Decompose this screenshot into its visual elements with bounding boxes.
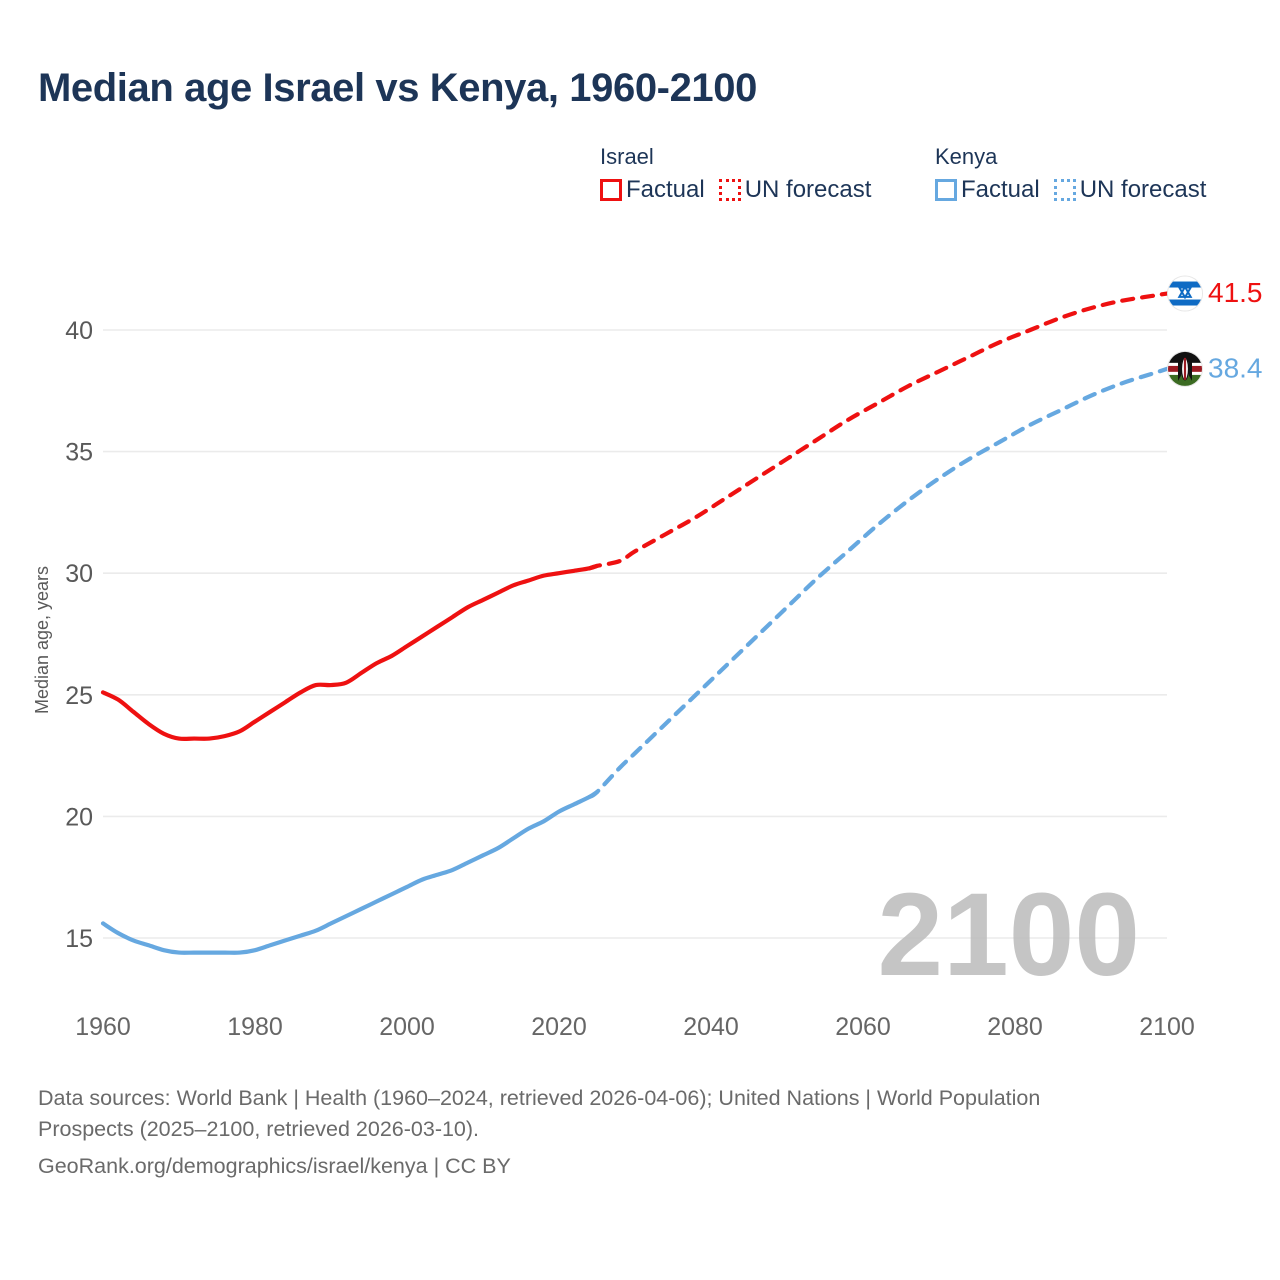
plot-area: 15 20 25 30 35 40 1960 1980 2000 2020 2040 2060 208… <box>32 275 1263 1041</box>
legend-item-israel-forecast[interactable]: UN forecast <box>718 176 872 203</box>
y-axis-tick-label: 30 <box>65 560 93 588</box>
end-marker-kenya[interactable]: 38.4 <box>1167 350 1263 387</box>
source-url-text[interactable]: GeoRank.org/demographics/israel/kenya | … <box>38 1154 511 1178</box>
end-label-kenya-value: 38.4 <box>1208 352 1263 383</box>
x-axis-tick-label: 2060 <box>835 1013 891 1041</box>
dotted-line-swatch-icon <box>1053 179 1076 201</box>
kenya-flag-icon <box>1168 351 1202 386</box>
end-marker-israel[interactable]: 41.5 <box>1167 275 1263 312</box>
series-line-factual-kenya <box>100 789 600 955</box>
gridlines <box>103 329 1167 939</box>
x-axis-tick-labels: 1960 1980 2000 2020 2040 2060 2080 2100 <box>75 1013 1195 1041</box>
footer: Data sources: World Bank | Health (1960–… <box>38 1083 1238 1182</box>
legend-label-israel-forecast: UN forecast <box>744 176 872 203</box>
chart-legend: Israel Factual UN forecast Kenya Factual <box>600 144 1260 224</box>
legend-label-kenya-forecast: UN forecast <box>1079 176 1207 203</box>
solid-line-swatch-icon <box>600 179 622 201</box>
x-axis-tick-label: 2020 <box>531 1013 587 1041</box>
legend-label-kenya-factual: Factual <box>961 176 1040 203</box>
y-axis-tick-label: 35 <box>65 439 93 467</box>
series-line-factual-israel <box>100 563 600 742</box>
series-line-forecast-israel <box>587 291 1170 571</box>
dotted-line-swatch-icon <box>718 179 741 201</box>
x-axis-tick-label: 2100 <box>1139 1013 1195 1041</box>
y-axis-tick-label: 40 <box>65 317 93 345</box>
series-lines <box>100 291 1170 955</box>
legend-item-israel-factual[interactable]: Factual <box>600 178 705 202</box>
data-sources-text: Data sources: World Bank | Health (1960–… <box>38 1086 1041 1141</box>
legend-country-israel: Israel <box>600 144 654 169</box>
legend-row-kenya: Factual UN forecast <box>935 178 1220 202</box>
solid-line-swatch-icon <box>935 179 957 201</box>
y-axis-tick-labels: 15 20 25 30 35 40 <box>65 317 93 953</box>
x-axis-tick-label: 2000 <box>379 1013 435 1041</box>
x-axis-tick-label: 2040 <box>683 1013 739 1041</box>
line-chart-svg: 15 20 25 30 35 40 1960 1980 2000 2020 2040 2060 208… <box>32 275 1263 1041</box>
legend-country-kenya: Kenya <box>935 144 998 169</box>
legend-item-kenya-forecast[interactable]: UN forecast <box>1053 176 1207 203</box>
year-watermark: 2100 <box>877 869 1140 1001</box>
x-axis-tick-label: 1960 <box>75 1013 131 1041</box>
legend-group-kenya: Kenya Factual UN forecast <box>935 144 1220 202</box>
israel-flag-icon <box>1168 276 1202 311</box>
y-axis-tick-label: 20 <box>65 803 93 831</box>
y-axis-tick-label: 25 <box>65 682 93 710</box>
x-axis-tick-label: 2080 <box>987 1013 1043 1041</box>
x-axis-tick-label: 1980 <box>227 1013 283 1041</box>
legend-group-israel: Israel Factual UN forecast <box>600 144 885 202</box>
legend-item-kenya-factual[interactable]: Factual <box>935 178 1040 202</box>
legend-label-israel-factual: Factual <box>626 176 705 203</box>
series-line-forecast-kenya <box>587 366 1170 800</box>
page-title: Median age Israel vs Kenya, 1960-2100 <box>38 66 757 110</box>
end-label-israel-value: 41.5 <box>1208 277 1263 308</box>
y-axis-tick-label: 15 <box>65 925 93 953</box>
y-axis-title: Median age, years <box>32 566 52 714</box>
legend-row-israel: Factual UN forecast <box>600 178 885 202</box>
